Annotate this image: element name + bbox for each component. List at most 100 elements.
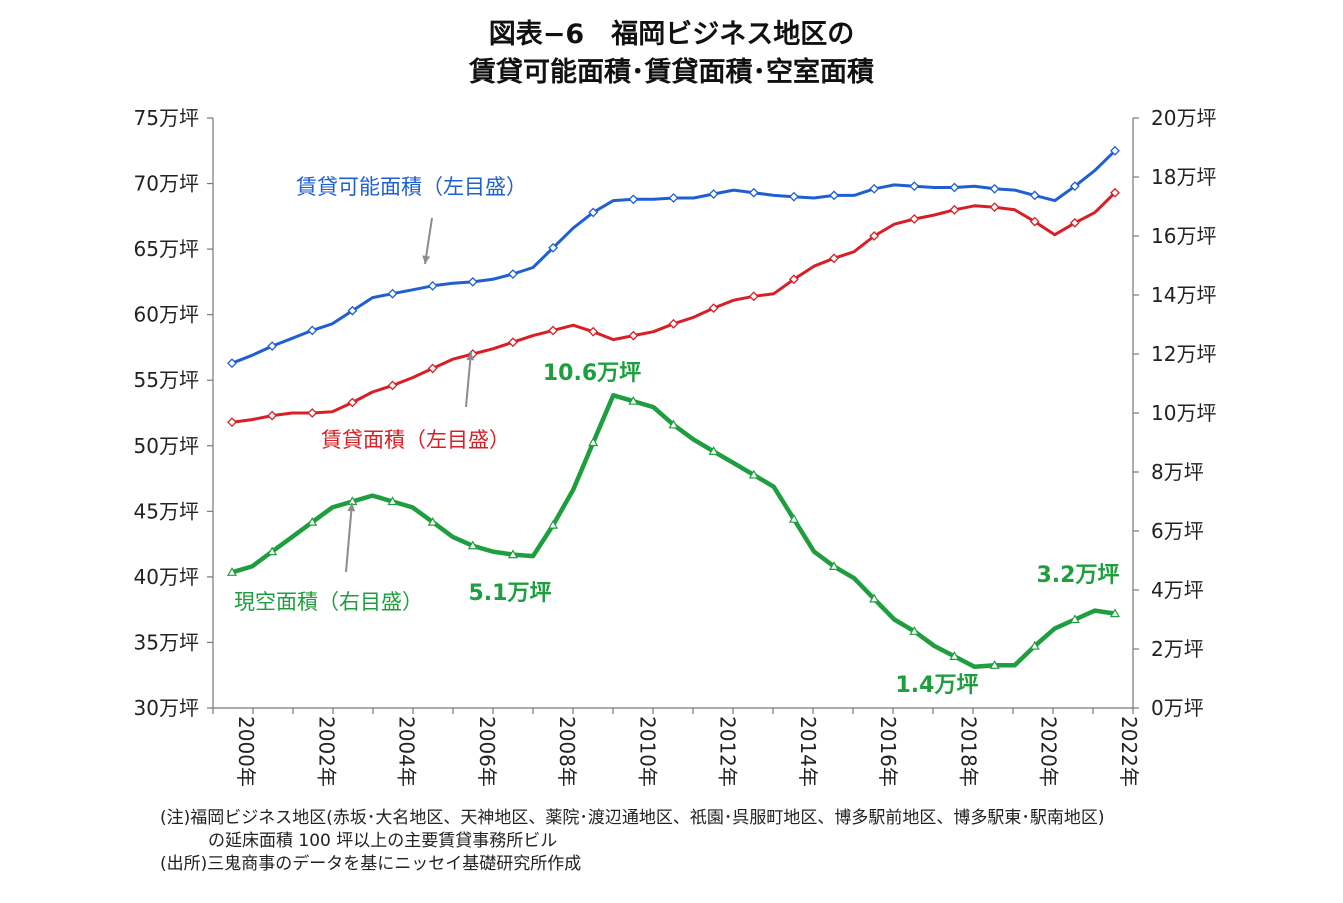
data-point (467, 276, 478, 287)
x-tick-label: 2000年 (234, 716, 258, 787)
right-tick-label: 10万坪 (1151, 401, 1216, 425)
data-point (508, 269, 518, 279)
x-tick-label: 2016年 (876, 716, 900, 787)
x-tick-label: 2004年 (395, 716, 419, 787)
annotation-label-1: 賃貸面積（左目盛） (321, 428, 510, 452)
data-point (668, 419, 679, 429)
data-point (1029, 190, 1040, 201)
series-line-1 (231, 191, 1117, 424)
footnote-line2: の延床面積 100 坪以上の主要賃貸事務所ビル (208, 831, 558, 851)
left-tick-label: 45万坪 (134, 499, 199, 523)
annotation-label-6: 3.2万坪 (1037, 563, 1120, 588)
annotation-label-4: 5.1万坪 (469, 581, 552, 606)
data-point (588, 437, 599, 447)
annotation-arrow-leased (465, 351, 472, 408)
data-point (307, 408, 318, 418)
annotation-arrow-vacant-head (347, 503, 356, 512)
left-tick-label: 50万坪 (134, 434, 199, 458)
data-point (668, 193, 679, 203)
x-tick-label: 2020年 (1037, 716, 1061, 787)
right-tick-label: 18万坪 (1151, 165, 1216, 189)
data-point (748, 187, 759, 198)
data-point (748, 469, 759, 479)
data-point (307, 325, 318, 336)
data-point (588, 326, 599, 337)
x-tick-label: 2018年 (956, 716, 980, 787)
data-point (507, 549, 518, 559)
footnote-line1: (注)福岡ビジネス地区(赤坂･大名地区、天神地区、薬院･渡辺通地区、祇園･呉服町… (160, 808, 1105, 828)
data-point (1029, 216, 1040, 227)
data-point (628, 194, 639, 205)
left-tick-label: 55万坪 (134, 368, 199, 392)
data-point (1109, 608, 1121, 618)
chart-title-line1: 図表−6 福岡ビジネス地区の (488, 19, 855, 50)
data-point (1069, 217, 1080, 228)
data-point (949, 204, 960, 215)
data-point (347, 397, 358, 408)
x-tick-label: 2010年 (635, 716, 659, 787)
data-point (628, 395, 639, 405)
data-point (508, 337, 518, 348)
data-point (1029, 640, 1040, 650)
left-tick-label: 65万坪 (134, 237, 199, 261)
data-point (788, 274, 799, 285)
data-point (949, 182, 960, 193)
data-point (909, 181, 920, 192)
left-tick-label: 75万坪 (134, 106, 199, 130)
data-point (548, 325, 559, 336)
x-tick-label: 2006年 (475, 716, 499, 787)
right-tick-label: 12万坪 (1151, 342, 1216, 366)
data-point (829, 561, 840, 571)
data-point (427, 280, 438, 291)
data-point (829, 253, 839, 264)
data-point (1110, 187, 1120, 198)
data-point (227, 358, 237, 369)
left-tick-label: 30万坪 (134, 696, 199, 720)
data-point (869, 231, 880, 241)
data-point (788, 191, 799, 202)
x-tick-label: 2002年 (314, 716, 338, 787)
data-point (668, 318, 679, 329)
data-point (267, 546, 278, 556)
annotation-label-2: 現空面積（右目盛） (234, 590, 423, 614)
data-point (829, 190, 839, 201)
right-tick-label: 14万坪 (1151, 283, 1216, 307)
data-point (1069, 614, 1080, 624)
right-tick-label: 0万坪 (1151, 696, 1204, 720)
data-point (708, 446, 719, 455)
x-tick-label: 2012年 (716, 716, 740, 787)
data-point (307, 516, 318, 526)
data-point (387, 496, 398, 506)
footnote-source: (出所)三鬼商事のデータを基にニッセイ基礎研究所作成 (160, 854, 582, 874)
data-point (226, 567, 238, 576)
right-tick-label: 8万坪 (1151, 460, 1204, 484)
annotation-label-0: 賃貸可能面積（左目盛） (296, 175, 527, 199)
x-tick-label: 2022年 (1117, 716, 1141, 787)
right-tick-label: 6万坪 (1151, 519, 1204, 543)
data-point (427, 363, 438, 374)
annotation-label-3: 10.6万坪 (543, 361, 641, 386)
right-tick-label: 16万坪 (1151, 224, 1216, 248)
annotation-arrow-available-head (422, 255, 431, 264)
data-point (1069, 181, 1080, 192)
data-point (227, 417, 237, 428)
data-point (548, 242, 559, 253)
right-tick-label: 4万坪 (1151, 578, 1204, 602)
data-point (949, 651, 960, 660)
data-point (869, 183, 880, 194)
data-point (467, 540, 478, 550)
annotation-arrow-leased-head (466, 352, 475, 361)
data-point (989, 183, 1000, 194)
data-point (347, 305, 358, 316)
data-point (708, 189, 719, 199)
left-tick-label: 70万坪 (134, 172, 199, 196)
left-tick-label: 40万坪 (134, 565, 199, 589)
annotation-arrow-vacant (345, 502, 353, 573)
data-point (909, 626, 920, 635)
data-point (708, 303, 719, 314)
x-tick-label: 2008年 (555, 716, 579, 787)
annotation-label-5: 1.4万坪 (896, 673, 979, 698)
left-tick-label: 60万坪 (134, 303, 199, 327)
data-point (267, 341, 278, 352)
